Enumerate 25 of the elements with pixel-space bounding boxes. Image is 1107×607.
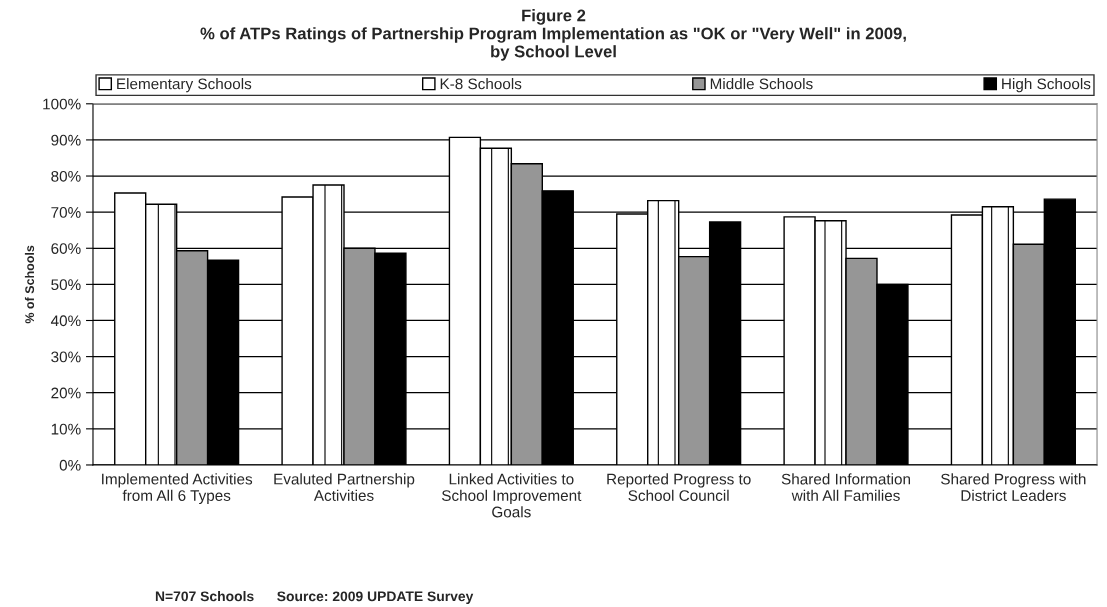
text: N=707 Schools bbox=[155, 591, 254, 602]
chart-title: Figure 2 % of ATPs Ratings of Partnership Program Implementation as "OK or "Very Well" in 2009, by School Level bbox=[200, 9, 906, 61]
y-tick-label: 20% bbox=[51, 387, 81, 399]
x-tick-label: Shared Information with All Families bbox=[781, 473, 911, 501]
y-tick-label: 50% bbox=[51, 279, 81, 291]
y-tick-label: 0% bbox=[59, 459, 81, 471]
source-note: Source: 2009 UPDATE Survey bbox=[277, 591, 474, 604]
legend-label: Elementary Schools bbox=[117, 78, 252, 93]
x-tick-label: Evaluted Partnership Activities bbox=[274, 473, 415, 501]
x-tick-label: Linked Activities to School Improvement Goals bbox=[441, 473, 582, 518]
legend-label: High Schools bbox=[1002, 78, 1091, 93]
x-tick-label: Reported Progress to School Council bbox=[607, 473, 751, 501]
legend-label: K-8 Schools bbox=[440, 78, 522, 90]
y-axis-title: % of Schools bbox=[24, 245, 35, 324]
legend-label: Middle Schools bbox=[710, 78, 813, 90]
x-tick-label: Shared Progress with District Leaders bbox=[941, 473, 1086, 501]
x-tick-label: Implemented Activities from All 6 Types bbox=[102, 473, 253, 504]
y-tick-label: 40% bbox=[50, 315, 81, 327]
y-tick-label: 70% bbox=[51, 207, 81, 218]
y-tick-label: 60% bbox=[51, 243, 81, 254]
y-tick-label: 80% bbox=[51, 170, 81, 182]
y-tick-label: 10% bbox=[51, 423, 81, 435]
y-tick-label: 100% bbox=[43, 98, 81, 110]
y-tick-label: 30% bbox=[51, 351, 81, 363]
y-tick-label: 90% bbox=[51, 134, 81, 146]
